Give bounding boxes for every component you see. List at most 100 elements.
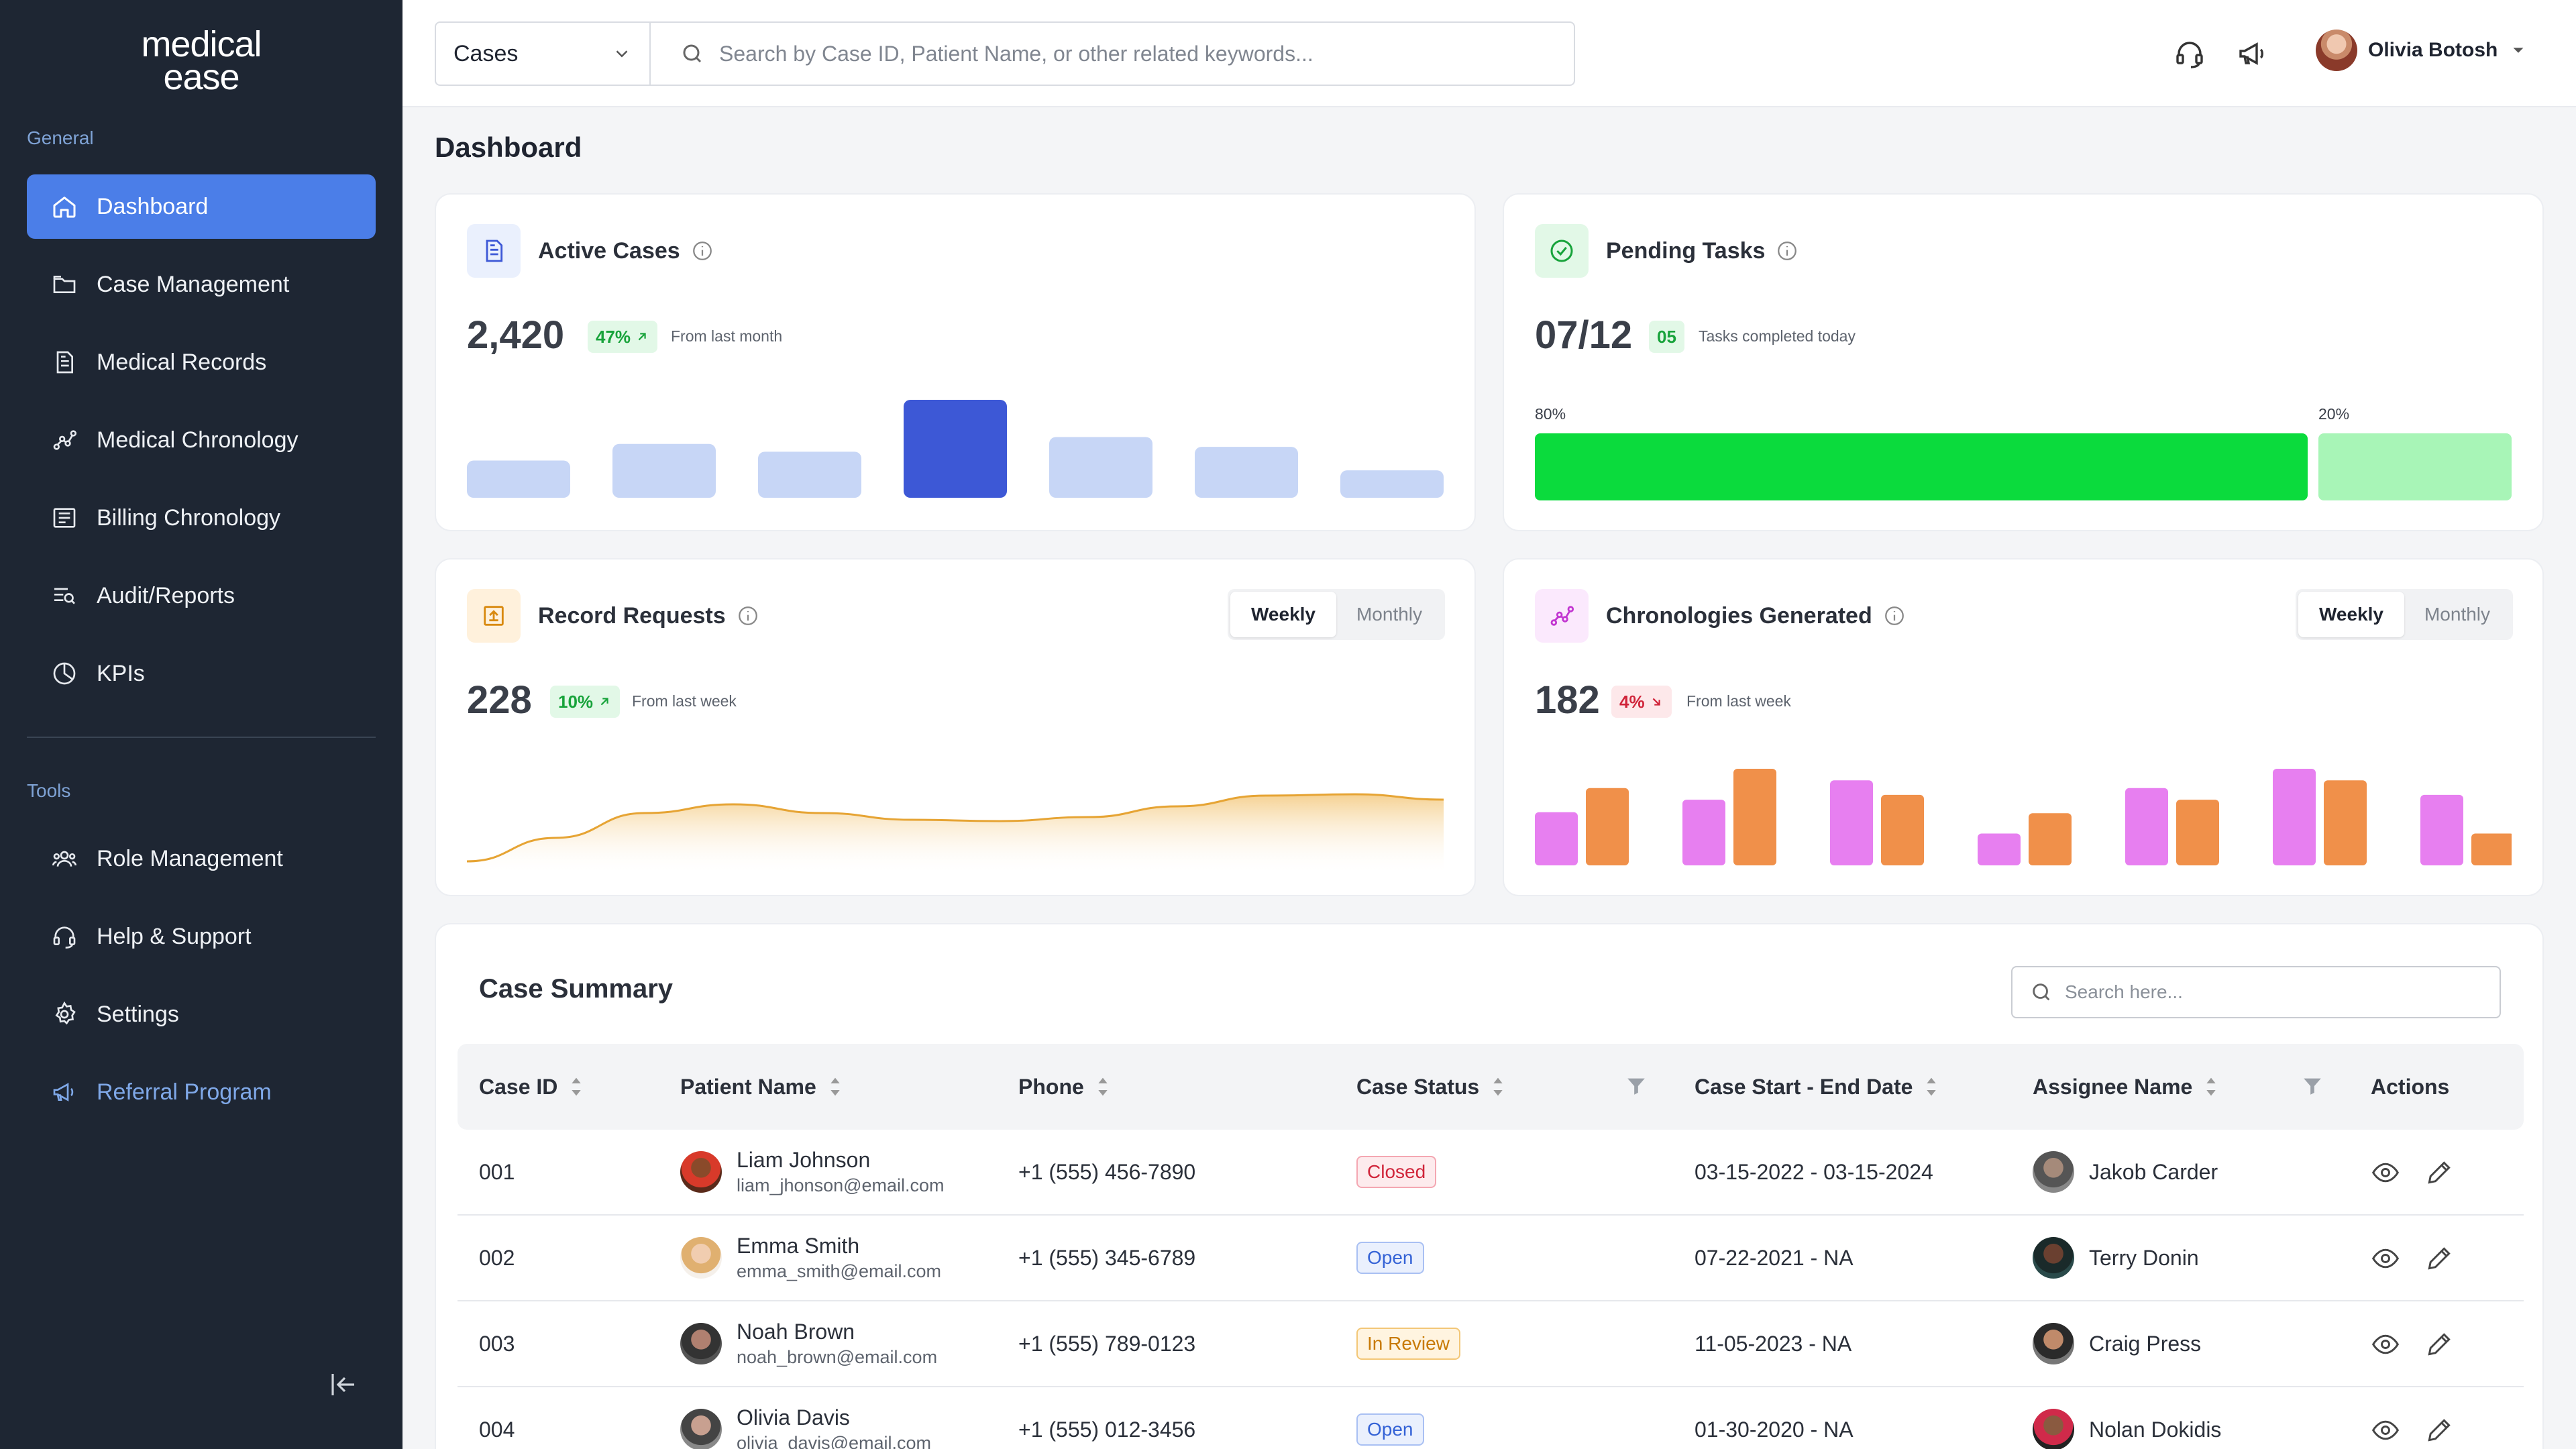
- sidebar-item-referral-program[interactable]: Referral Program: [27, 1060, 376, 1124]
- patient-email: liam_jhonson@email.com: [737, 1175, 945, 1195]
- pencil-icon[interactable]: [2424, 1415, 2454, 1445]
- info-icon[interactable]: [691, 239, 714, 262]
- card-header: Chronologies Generated: [1535, 589, 1906, 643]
- sort-icon: [572, 1077, 582, 1096]
- column-patient-name[interactable]: Patient Name: [680, 1044, 842, 1130]
- phone: +1 (555) 012-3456: [1018, 1417, 1196, 1442]
- sidebar-item-kpis[interactable]: KPIs: [27, 641, 376, 706]
- chronology-bar: [2176, 800, 2219, 865]
- arrow-up-right-icon: [600, 698, 608, 706]
- chronology-bar: [2324, 780, 2367, 865]
- sidebar-item-dashboard[interactable]: Dashboard: [27, 174, 376, 239]
- column-phone[interactable]: Phone: [1018, 1044, 1110, 1130]
- patient: Liam Johnson liam_jhonson@email.com: [737, 1130, 945, 1214]
- sidebar-item-help-support[interactable]: Help & Support: [27, 904, 376, 969]
- toggle-weekly[interactable]: Weekly: [2298, 592, 2404, 637]
- column-assignee-name[interactable]: Assignee Name: [2033, 1044, 2218, 1130]
- sidebar-item-role-management[interactable]: Role Management: [27, 826, 376, 891]
- table-row[interactable]: 003 Noah Brown noah_brown@email.com +1 (…: [458, 1301, 2524, 1387]
- chronology-icon: [50, 425, 79, 455]
- card-header: Pending Tasks: [1535, 224, 1799, 278]
- table-search-input[interactable]: [2065, 981, 2467, 1003]
- avatar: [2033, 1409, 2074, 1449]
- case-dates: 11-05-2023 - NA: [1695, 1331, 1852, 1356]
- info-icon[interactable]: [737, 604, 759, 627]
- avatar: [680, 1237, 722, 1279]
- card-header: Record Requests: [467, 589, 759, 643]
- eye-icon[interactable]: [2371, 1330, 2400, 1359]
- filter-icon[interactable]: [2301, 1075, 2324, 1097]
- chronology-bar: [1830, 780, 1873, 865]
- search-scope-select[interactable]: Cases: [436, 23, 651, 85]
- patient: Noah Brown noah_brown@email.com: [737, 1301, 937, 1386]
- search-input[interactable]: [719, 41, 1524, 66]
- avatar: [2033, 1151, 2074, 1193]
- megaphone-icon[interactable]: [2237, 38, 2269, 70]
- record-requests-card: Record Requests Weekly Monthly 228 10% F…: [435, 558, 1476, 896]
- toggle-monthly[interactable]: Monthly: [1356, 604, 1423, 625]
- search-icon: [2033, 983, 2050, 1001]
- active-cases-bar: [1049, 437, 1152, 498]
- pencil-icon[interactable]: [2424, 1158, 2454, 1187]
- change-badge: 47%: [588, 321, 658, 353]
- sort-icon: [1927, 1077, 1937, 1096]
- collapse-sidebar-icon[interactable]: [327, 1368, 360, 1401]
- change-value: 4%: [1619, 691, 1645, 712]
- case-id: 004: [479, 1417, 515, 1442]
- progress-right-label: 20%: [2318, 405, 2350, 423]
- page-title: Dashboard: [435, 131, 582, 163]
- card-title: Pending Tasks: [1606, 237, 1766, 264]
- column-case-id[interactable]: Case ID: [479, 1044, 583, 1130]
- column-label: Assignee Name: [2033, 1074, 2193, 1099]
- toggle-weekly[interactable]: Weekly: [1230, 592, 1336, 637]
- sidebar-item-label: Role Management: [97, 845, 283, 871]
- chronologies-card: Chronologies Generated Weekly Monthly 18…: [1503, 558, 2544, 896]
- sidebar-item-medical-chronology[interactable]: Medical Chronology: [27, 408, 376, 472]
- progress-left-label: 80%: [1535, 405, 1566, 423]
- column-case-dates[interactable]: Case Start - End Date: [1695, 1044, 1938, 1130]
- avatar: [2316, 30, 2357, 71]
- pencil-icon[interactable]: [2424, 1244, 2454, 1273]
- eye-icon[interactable]: [2371, 1415, 2400, 1445]
- pencil-icon[interactable]: [2424, 1330, 2454, 1359]
- info-icon[interactable]: [1883, 604, 1906, 627]
- case-dates: 01-30-2020 - NA: [1695, 1417, 1854, 1442]
- change-note: From last week: [632, 692, 737, 710]
- table-row[interactable]: 001 Liam Johnson liam_jhonson@email.com …: [458, 1130, 2524, 1216]
- sidebar: medical ease General Dashboard Case Mana…: [0, 0, 402, 1449]
- section-label-general: General: [27, 127, 94, 148]
- filter-icon[interactable]: [1625, 1075, 1648, 1097]
- patient-email: olivia_davis@email.com: [737, 1433, 932, 1449]
- sidebar-item-audit-reports[interactable]: Audit/Reports: [27, 564, 376, 628]
- status-badge: In Review: [1356, 1328, 1460, 1360]
- section-label-tools: Tools: [27, 780, 71, 801]
- column-actions: Actions: [2371, 1044, 2449, 1130]
- sidebar-item-billing-chronology[interactable]: Billing Chronology: [27, 486, 376, 550]
- column-case-status[interactable]: Case Status: [1356, 1044, 1505, 1130]
- sidebar-divider: [27, 737, 376, 738]
- table-row[interactable]: 002 Emma Smith emma_smith@email.com +1 (…: [458, 1216, 2524, 1301]
- active-cases-bar: [467, 460, 570, 498]
- eye-icon[interactable]: [2371, 1158, 2400, 1187]
- sidebar-item-label: KPIs: [97, 660, 145, 686]
- table-row[interactable]: 004 Olivia Davis olivia_davis@email.com …: [458, 1387, 2524, 1449]
- headset-icon[interactable]: [2174, 38, 2206, 70]
- document-icon: [50, 347, 79, 377]
- sidebar-item-settings[interactable]: Settings: [27, 982, 376, 1046]
- user-menu[interactable]: Olivia Botosh: [2316, 30, 2528, 71]
- chronology-bar: [2125, 788, 2168, 865]
- toggle-monthly[interactable]: Monthly: [2424, 604, 2491, 625]
- chevron-down-icon: [616, 50, 628, 58]
- status-badge: Open: [1356, 1242, 1424, 1274]
- sidebar-item-medical-records[interactable]: Medical Records: [27, 330, 376, 394]
- arrow-up-right-icon: [638, 333, 646, 341]
- status-badge: Open: [1356, 1413, 1424, 1446]
- assignee-name: Jakob Carder: [2089, 1159, 2218, 1184]
- sidebar-item-case-management[interactable]: Case Management: [27, 252, 376, 317]
- headset-icon: [50, 922, 79, 951]
- folder-icon: [50, 270, 79, 299]
- info-icon[interactable]: [1776, 239, 1799, 262]
- eye-icon[interactable]: [2371, 1244, 2400, 1273]
- check-circle-icon: [1535, 224, 1589, 278]
- sidebar-item-label: Medical Records: [97, 349, 267, 375]
